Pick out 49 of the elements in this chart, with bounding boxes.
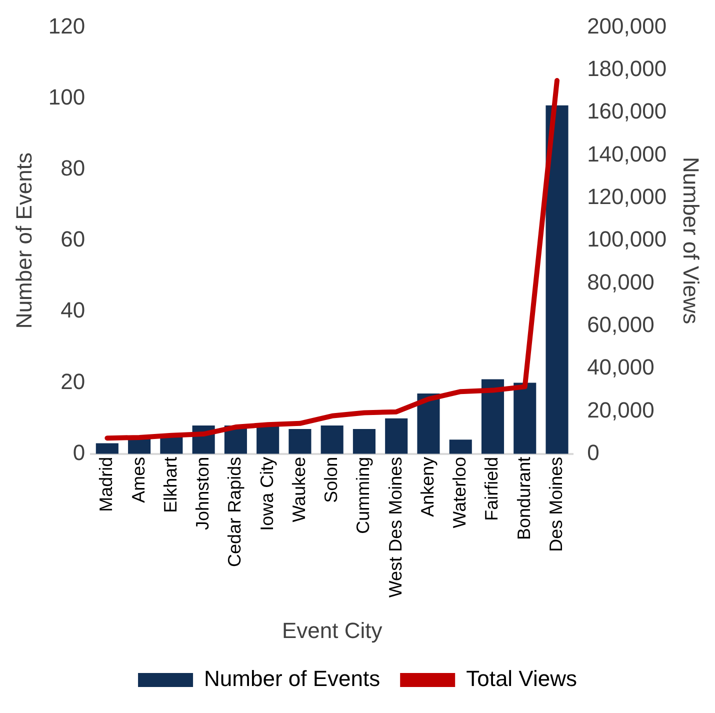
bar: [96, 443, 118, 454]
y2-tick-label: 20,000: [587, 397, 654, 422]
y2-tick-label: 200,000: [587, 13, 667, 38]
y-tick-label: 20: [60, 368, 86, 394]
y-axis-title: Number of Events: [11, 152, 36, 329]
y2-axis-title: Number of Views: [678, 156, 704, 324]
y-tick-label: 40: [60, 298, 86, 323]
x-tick-label: Elkhart: [160, 456, 180, 513]
bar: [385, 418, 408, 454]
x-tick-label: Solon: [321, 456, 342, 503]
bar: [417, 393, 440, 454]
x-tick-label: Cedar Rapids: [224, 456, 245, 567]
y-tick-label: 0: [72, 440, 86, 465]
y2-tick-label: 140,000: [587, 141, 667, 166]
bar: [449, 440, 472, 454]
x-tick-label: West Des Moines: [385, 456, 406, 598]
x-tick-label: Ames: [128, 456, 148, 503]
y2-tick-label: 80,000: [587, 269, 654, 294]
y-tick-label: 120: [48, 13, 86, 38]
y2-tick-label: 0: [587, 440, 600, 465]
x-tick-label: Johnston: [192, 456, 213, 530]
y2-tick-label: 160,000: [587, 98, 667, 124]
x-tick-label: Cumming: [353, 456, 374, 534]
legend-label: Number of Events: [204, 666, 380, 692]
bar: [288, 428, 312, 454]
y-tick-label: 80: [60, 155, 86, 180]
x-tick-label: Fairfield: [482, 456, 502, 521]
y2-tick-label: 180,000: [587, 56, 667, 81]
x-tick-label: Iowa City: [256, 456, 277, 531]
x-tick-label: Waukee: [288, 456, 309, 522]
y2-tick-label: 100,000: [587, 226, 667, 252]
x-tick-label: Madrid: [96, 456, 116, 512]
bar: [514, 382, 536, 454]
legend-label: Total Views: [466, 666, 577, 692]
y-tick-label: 100: [48, 84, 86, 110]
y-tick-label: 60: [60, 226, 86, 252]
x-tick-label: Waterloo: [450, 456, 470, 528]
x-tick-label: Des Moines: [546, 456, 566, 552]
x-axis-title: Event City: [282, 618, 382, 643]
y2-tick-label: 120,000: [587, 184, 667, 209]
bar: [352, 428, 376, 454]
y2-tick-label: 40,000: [587, 354, 654, 380]
bar: [320, 425, 344, 454]
x-tick-label: Ankeny: [417, 456, 438, 517]
x-tick-label: Bondurant: [514, 456, 534, 540]
y2-tick-label: 60,000: [587, 312, 654, 337]
bar: [481, 379, 504, 454]
bar: [546, 105, 568, 454]
bar: [256, 425, 280, 454]
